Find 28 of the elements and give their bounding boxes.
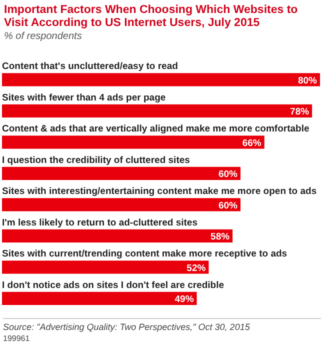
- source-note: Source: "Advertising Quality: Two Perspectives," Oct 30, 2015: [3, 318, 321, 332]
- text: 199961: [2, 333, 31, 345]
- bar: [2, 136, 264, 149]
- y-tick-label: I'm less likely to return to ad-cluttered sites: [2, 217, 198, 228]
- data-label: 52%: [186, 262, 206, 274]
- y-tick-label: I don't notice ads on sites I don't feel are credible: [2, 280, 224, 291]
- data-label: 80%: [298, 75, 318, 86]
- chart-subtitle: % of respondents: [3, 30, 83, 42]
- data-label: 60%: [218, 169, 238, 180]
- data-label: 78%: [290, 106, 310, 118]
- bar: [2, 104, 312, 118]
- y-tick-label: Sites with fewer than 4 ads per page: [2, 92, 166, 104]
- bar: [2, 229, 233, 242]
- data-label: 60%: [218, 200, 238, 212]
- y-tick-label: I question the credibility of cluttered sites: [2, 154, 190, 166]
- bar: [2, 292, 197, 305]
- data-label: 66%: [242, 138, 262, 149]
- y-tick-label: Content & ads that are vertically aligned make me more comfortable: [2, 124, 310, 135]
- y-tick-label: Content that's uncluttered/easy to read: [2, 61, 178, 72]
- bar: [2, 198, 240, 212]
- data-label: 58%: [210, 232, 230, 242]
- bar: [2, 73, 320, 86]
- y-tick-label: Sites with current/trending content make more receptive to ads: [2, 248, 288, 260]
- bar: [2, 260, 209, 274]
- y-tick-label: Sites with interesting/entertaining content make me more open to ads: [2, 186, 317, 198]
- data-label: 49%: [174, 294, 194, 305]
- chart-title: Important Factors When Choosing Which Websites to Visit According to US Internet Users, July 2015: [3, 3, 299, 30]
- bar: [2, 166, 240, 180]
